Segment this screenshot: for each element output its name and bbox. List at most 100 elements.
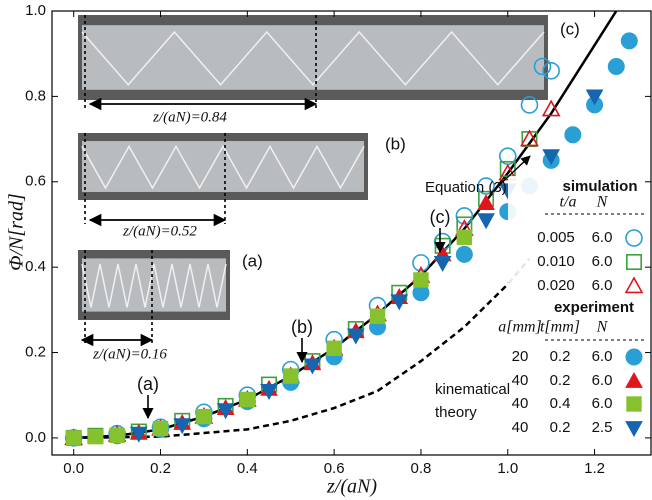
data-point	[412, 254, 430, 272]
legend-label: 40	[512, 372, 529, 389]
legend-title: simulation	[562, 178, 637, 195]
legend-label: 20	[512, 348, 529, 365]
legend-label: 0.010	[537, 253, 575, 270]
x-axis-label: z/(aN)	[326, 476, 377, 498]
data-point	[109, 427, 125, 444]
legend-marker	[625, 348, 643, 366]
legend-marker	[625, 371, 643, 388]
legend-label: 0.020	[537, 277, 575, 294]
annotation: (b)	[291, 317, 313, 337]
legend-marker	[625, 421, 643, 438]
legend-label: 0.2	[550, 372, 571, 389]
legend-marker	[626, 396, 642, 412]
data-point	[477, 194, 495, 211]
data-point	[326, 340, 342, 356]
inset-label: (c)	[560, 19, 580, 38]
data-point	[585, 89, 604, 106]
annotation: theory	[435, 404, 477, 421]
data-point	[455, 207, 474, 225]
legend-label: 40	[512, 419, 529, 436]
legend-label: 0.005	[537, 229, 575, 246]
inset-sample	[82, 25, 544, 90]
inset-label: (a)	[242, 251, 263, 270]
x-tick-label: 0.0	[63, 460, 84, 477]
legend-label: 6.0	[592, 395, 613, 412]
y-tick-label: 0.4	[25, 258, 46, 275]
insets: z/(aN)=0.16 (a) z/(aN)=0.52 (b) z/(aN)=0.84 (…	[78, 15, 580, 362]
inset-label: (b)	[385, 134, 406, 153]
inset-measure: z/(aN)=0.16	[92, 346, 167, 362]
legend-label: 0.4	[550, 395, 571, 412]
curve	[73, 257, 531, 440]
data-point	[239, 391, 256, 408]
legend-marker	[625, 254, 642, 271]
data-point	[196, 408, 212, 425]
legend-label: 6.0	[592, 372, 613, 389]
legend-title: experiment	[554, 299, 634, 316]
plot-frame	[51, 10, 652, 456]
legend-marker	[624, 276, 644, 294]
data-point	[520, 129, 539, 147]
legend-label: 6.0	[592, 229, 613, 246]
y-tick-label: 0.8	[25, 87, 46, 104]
data-point	[87, 428, 104, 445]
data-point	[607, 58, 625, 75]
legend-label: 6.0	[592, 253, 613, 270]
data-point	[564, 126, 582, 144]
legend-label: 6.0	[592, 277, 613, 294]
x-tick-label: 0.4	[237, 460, 258, 477]
x-tick-label: 1.2	[584, 460, 605, 477]
y-tick-label: 0.2	[25, 344, 46, 361]
data-point	[173, 418, 192, 435]
data-point	[542, 61, 560, 80]
x-tick-label: 0.8	[411, 460, 432, 477]
data-point	[520, 96, 539, 114]
data-point	[620, 32, 638, 50]
data-point	[303, 358, 322, 375]
data-point	[456, 229, 473, 245]
data-point	[66, 430, 82, 446]
legend-column: t[mm]	[540, 319, 580, 336]
legend-label: 6.0	[592, 348, 613, 365]
data-point	[260, 384, 278, 400]
y-tick-label: 0.0	[25, 429, 46, 446]
inset-folds	[81, 30, 545, 86]
legend-marker	[625, 229, 643, 247]
data-point	[533, 57, 552, 76]
annotation-arrow	[489, 155, 531, 195]
data-point	[413, 272, 429, 288]
y-tick-label: 1.0	[25, 2, 46, 19]
legend-label: 2.5	[592, 419, 613, 436]
annotation: kinematical	[435, 381, 510, 398]
legend-column: N	[596, 319, 609, 336]
x-tick-label: 1.0	[497, 460, 518, 477]
inset-folds	[81, 263, 227, 308]
data-point	[390, 294, 409, 311]
data-point	[346, 328, 365, 345]
legend-label: 40	[512, 395, 529, 412]
data-point	[455, 245, 473, 263]
data-point	[477, 177, 495, 195]
data-point	[541, 99, 561, 117]
inset-sample	[82, 141, 364, 192]
inset-measure: z/(aN)=0.52	[122, 223, 197, 239]
annotation: Equation (3)	[425, 179, 507, 196]
data-point	[499, 160, 516, 177]
annotation: (c)	[430, 207, 451, 227]
y-tick-label: 0.6	[25, 173, 46, 190]
data-point	[283, 368, 299, 384]
data-point	[433, 255, 452, 272]
legend-column: a[mm]	[498, 319, 542, 336]
data-point	[369, 308, 386, 324]
inset-measure: z/(aN)=0.84	[152, 109, 227, 125]
data-point	[216, 403, 235, 420]
data-point	[542, 149, 561, 166]
data-point	[129, 426, 148, 443]
legend-label: 0.2	[550, 348, 571, 365]
legend-column: N	[596, 194, 609, 211]
legend-label: 0.2	[550, 419, 571, 436]
inset-folds	[81, 144, 365, 190]
x-tick-label: 0.2	[150, 460, 171, 477]
x-tick-label: 0.6	[324, 460, 345, 477]
